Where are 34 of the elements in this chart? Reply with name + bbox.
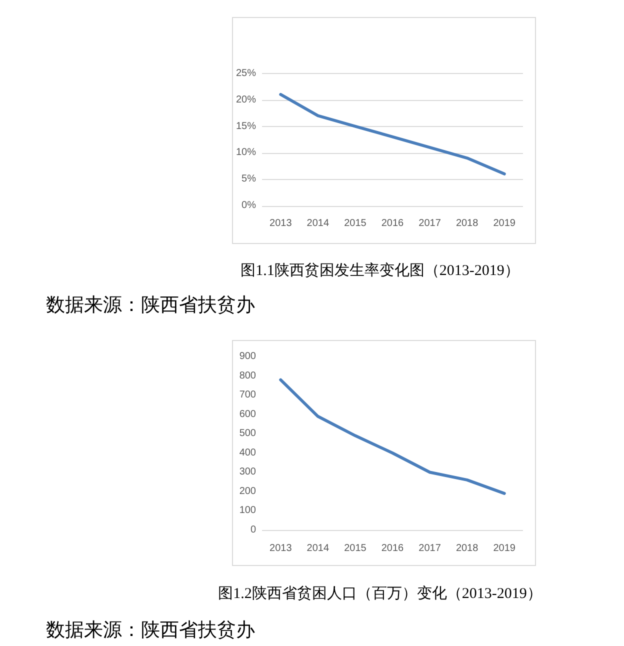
y-tick-label: 600 bbox=[239, 408, 256, 420]
x-tick-label: 2013 bbox=[270, 218, 292, 229]
source-note: 数据来源：陕西省扶贫办 bbox=[46, 620, 255, 641]
text: 图1.2陕西省贫困人口（百万）变化（2013-2019） bbox=[218, 585, 542, 602]
x-tick-label: 2019 bbox=[493, 218, 516, 229]
x-tick-label: 2018 bbox=[456, 218, 479, 229]
y-tick-label: 400 bbox=[239, 447, 256, 458]
y-tick-label: 900 bbox=[239, 351, 256, 362]
source-note: 数据来源：陕西省扶贫办 bbox=[46, 295, 255, 316]
x-tick-label: 2014 bbox=[306, 543, 330, 554]
x-tick-label: 2017 bbox=[418, 543, 442, 554]
y-tick-label: 100 bbox=[239, 505, 256, 516]
y-tick-label: 20% bbox=[236, 94, 256, 106]
x-tick-label: 2015 bbox=[344, 218, 367, 229]
y-tick-label: 25% bbox=[236, 68, 256, 79]
text: 图1.1陕西贫困发生率变化图（2013-2019） bbox=[240, 262, 520, 279]
y-tick-label: 0 bbox=[250, 524, 256, 536]
y-tick-label: 300 bbox=[239, 466, 256, 478]
x-tick-label: 2018 bbox=[456, 543, 479, 554]
y-tick-label: 5% bbox=[242, 174, 256, 185]
y-tick-label: 10% bbox=[236, 147, 256, 158]
x-tick-label: 2016 bbox=[381, 218, 404, 229]
y-tick-label: 0% bbox=[242, 200, 256, 212]
x-tick-label: 2015 bbox=[344, 543, 367, 554]
y-tick-label: 500 bbox=[239, 428, 256, 440]
x-tick-label: 2013 bbox=[270, 543, 292, 554]
x-tick-label: 2017 bbox=[418, 218, 442, 229]
y-tick-label: 200 bbox=[239, 486, 256, 497]
x-tick-label: 2019 bbox=[493, 543, 516, 554]
y-tick-label: 15% bbox=[236, 120, 256, 132]
x-tick-label: 2014 bbox=[306, 218, 330, 229]
x-tick-label: 2016 bbox=[381, 543, 404, 554]
y-tick-label: 800 bbox=[239, 370, 256, 382]
y-tick-label: 700 bbox=[239, 390, 256, 401]
